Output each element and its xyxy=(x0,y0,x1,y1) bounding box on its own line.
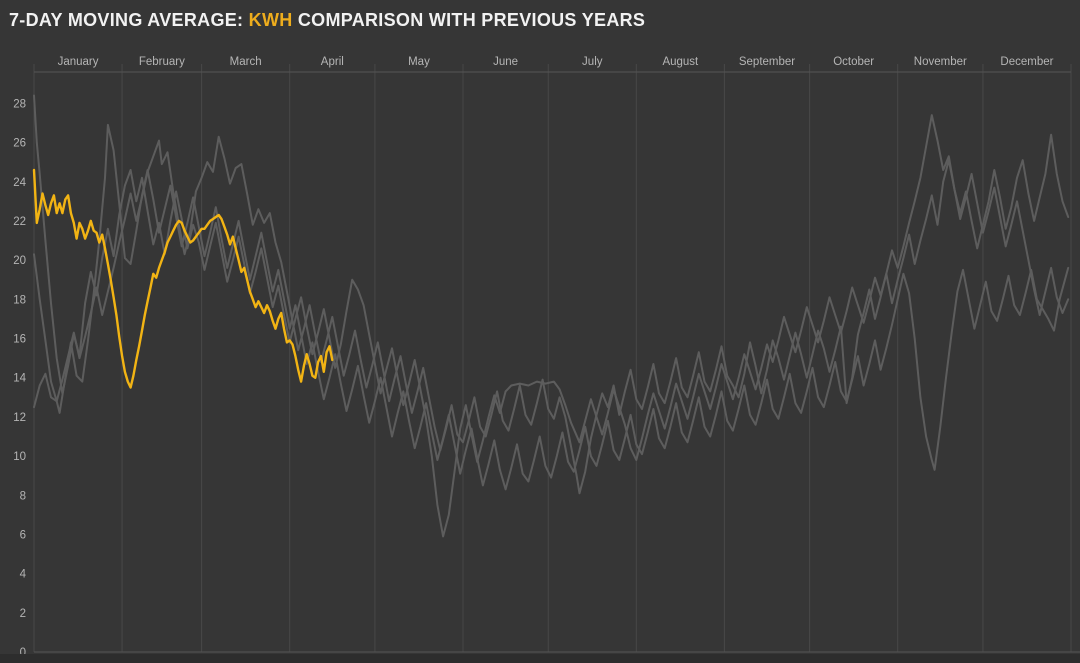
bottom-strip xyxy=(0,654,1080,663)
month-label: February xyxy=(139,56,185,68)
month-label: June xyxy=(493,56,518,68)
month-label: July xyxy=(582,56,603,68)
month-label: March xyxy=(230,56,262,68)
y-tick-label: 8 xyxy=(20,490,26,502)
y-tick-label: 6 xyxy=(20,529,26,541)
y-tick-label: 10 xyxy=(13,451,26,463)
chart-title-prefix: 7-DAY MOVING AVERAGE: xyxy=(9,9,249,30)
y-tick-label: 24 xyxy=(13,177,26,189)
month-label: January xyxy=(58,56,99,68)
month-label: May xyxy=(408,56,430,68)
chart-title: 7-DAY MOVING AVERAGE: KWH COMPARISON WIT… xyxy=(9,10,645,31)
series-line-previous-year-c xyxy=(33,135,1070,495)
y-tick-label: 4 xyxy=(20,569,27,581)
month-label: December xyxy=(1000,56,1053,68)
chart-title-kwh-highlight: KWH xyxy=(248,9,293,30)
month-label: August xyxy=(662,56,699,68)
y-tick-label: 0 xyxy=(20,647,26,659)
y-tick-label: 12 xyxy=(13,412,26,424)
y-tick-label: 14 xyxy=(13,373,26,385)
month-label: November xyxy=(914,56,967,68)
series-line-current-year-kwh xyxy=(32,168,334,389)
month-label: April xyxy=(321,56,344,68)
series-line-previous-year-b xyxy=(33,123,1070,491)
y-tick-label: 26 xyxy=(13,138,26,150)
month-label: October xyxy=(833,56,874,68)
y-tick-label: 18 xyxy=(13,294,26,306)
chart-title-bar: 7-DAY MOVING AVERAGE: KWH COMPARISON WIT… xyxy=(0,0,1080,40)
y-tick-label: 16 xyxy=(13,334,26,346)
series-line-previous-year-a xyxy=(33,94,1070,538)
month-label: September xyxy=(739,56,795,68)
y-tick-label: 22 xyxy=(13,216,26,228)
y-tick-label: 2 xyxy=(20,608,26,620)
y-tick-label: 28 xyxy=(13,98,26,110)
y-tick-label: 20 xyxy=(13,255,26,267)
chart-title-suffix: COMPARISON WITH PREVIOUS YEARS xyxy=(292,9,646,30)
